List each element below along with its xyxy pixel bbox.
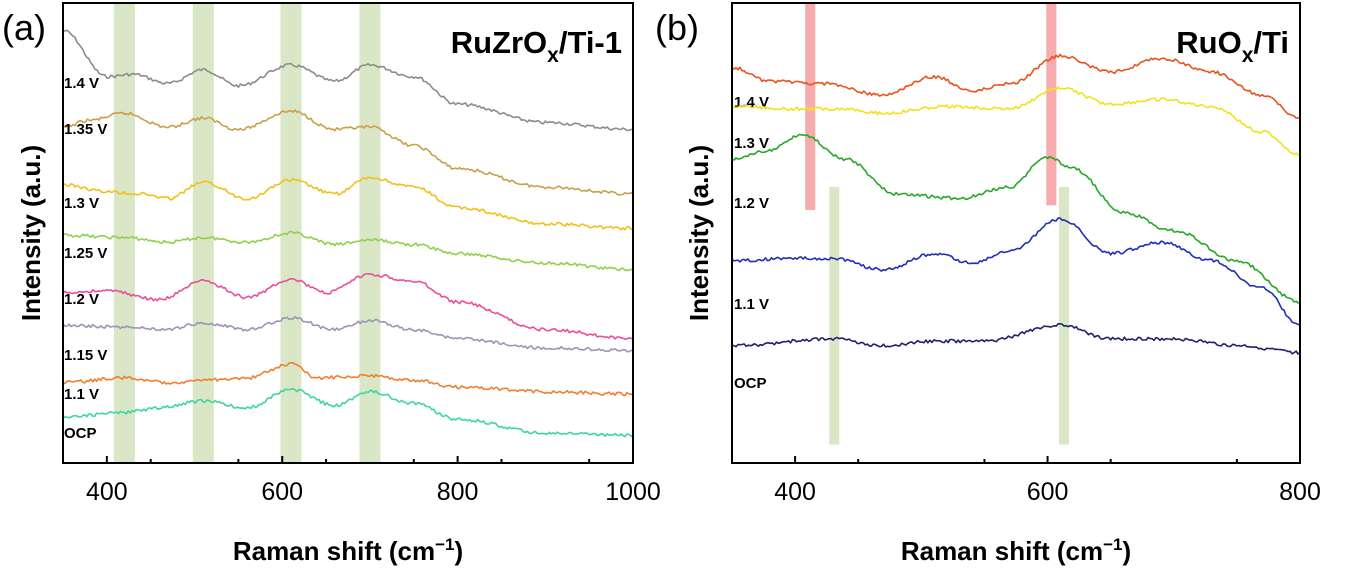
panel-label: (b) (655, 7, 699, 48)
series-label: 1.4 V (64, 75, 99, 92)
panel-title: RuOx/Ti (1176, 25, 1289, 67)
plot-frame (731, 2, 1301, 464)
series-label: OCP (64, 425, 97, 442)
series-label: 1.3 V (64, 195, 99, 212)
series-label: 1.2 V (64, 291, 99, 308)
series-line (731, 53, 1301, 119)
series-line (62, 272, 634, 340)
series-line (62, 388, 634, 438)
series-label: 1.35 V (64, 121, 107, 138)
series-line (731, 322, 1301, 355)
series-label: 1.3 V (734, 135, 769, 152)
x-tick-label: 800 (437, 478, 479, 506)
series-label: OCP (734, 375, 767, 392)
panel-title: RuZrOx/Ti-1 (451, 25, 622, 67)
x-axis-title: Raman shift (cm−1) (901, 535, 1131, 566)
series-label: 1.2 V (734, 195, 769, 212)
series-label: 1.15 V (64, 347, 107, 364)
series-line (62, 230, 634, 272)
series-line (62, 362, 634, 397)
series-line (62, 176, 634, 231)
x-tick-label: 400 (774, 478, 816, 506)
series-line (62, 29, 634, 132)
panel-label: (a) (2, 7, 46, 48)
panel-a: 1.4 V 1.35 V 1.3 V 1.25 V 1.2 V 1.15 V 1.1 V OC… (2, 2, 661, 566)
series-label: 1.1 V (734, 296, 769, 313)
highlight-band (280, 3, 302, 463)
y-axis-title: Intensity (a.u.) (684, 145, 714, 321)
series-label: 1.1 V (64, 386, 99, 403)
series-line (62, 316, 634, 353)
series-line (731, 133, 1301, 304)
highlight-band (805, 3, 816, 210)
series-line (62, 109, 634, 196)
series-line (731, 217, 1301, 326)
series-label: 1.25 V (64, 245, 107, 262)
highlight-band (113, 3, 135, 463)
highlight-band (1046, 3, 1057, 206)
x-tick-label: 600 (1027, 478, 1069, 506)
y-axis-title: Intensity (a.u.) (16, 145, 46, 321)
x-tick-label: 1000 (605, 478, 661, 506)
highlight-band (359, 3, 381, 463)
highlight-band (1058, 187, 1070, 445)
series-line (731, 86, 1301, 156)
x-axis-title: Raman shift (cm−1) (233, 535, 463, 566)
x-tick-label: 800 (1279, 478, 1321, 506)
highlight-band (829, 187, 840, 445)
plot-frame (62, 2, 634, 464)
x-tick-label: 400 (86, 478, 128, 506)
x-tick-label: 600 (261, 478, 303, 506)
